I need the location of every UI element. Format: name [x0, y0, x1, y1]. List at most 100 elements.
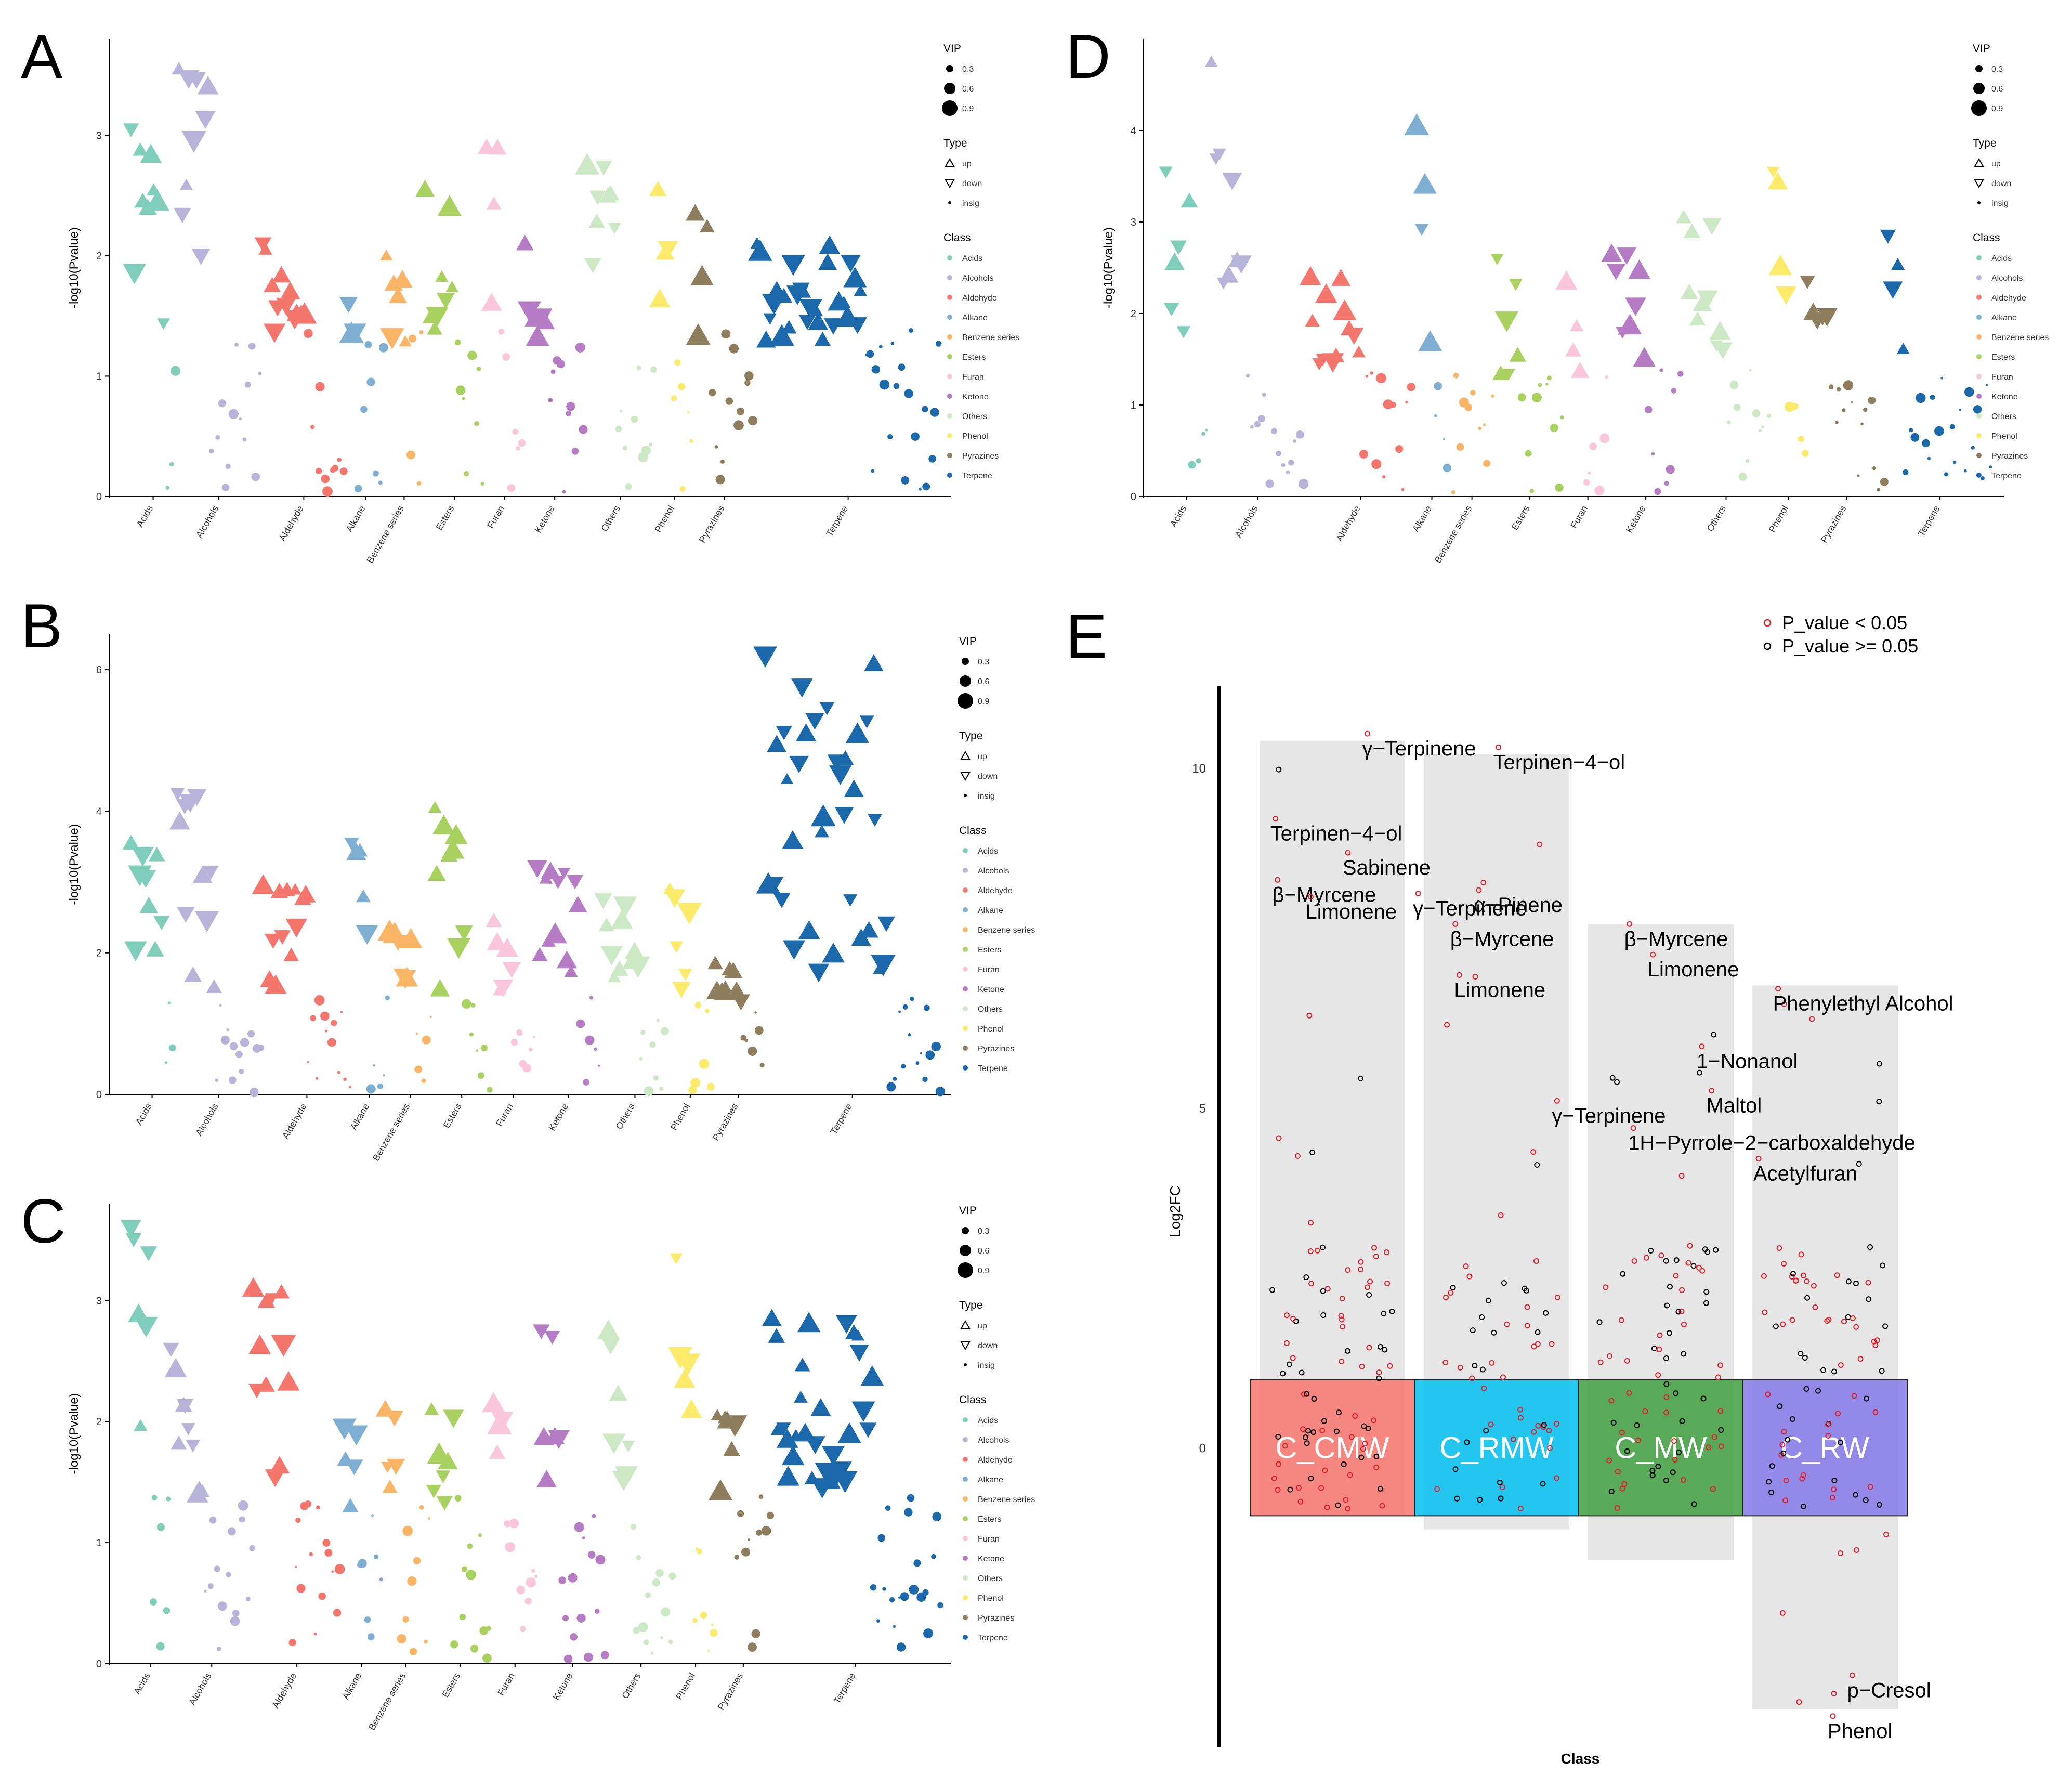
point-sig [1376, 1369, 1382, 1376]
manhattan-plot-a: 0 1 2 3 -log10(Pvalue) Acids Alcohols Aldehyde A… [67, 39, 1019, 565]
x-tick-label: Pyrazines [715, 1671, 745, 1712]
point-sig [1524, 1304, 1530, 1310]
point-insig [1456, 443, 1464, 451]
point-insig [1752, 409, 1761, 417]
point-annotation: γ−Terpinene [1552, 1104, 1666, 1127]
annotated-point [1709, 1088, 1715, 1094]
point-down [675, 1353, 701, 1376]
point-insig [476, 1049, 479, 1052]
point-sig [1715, 1374, 1721, 1380]
point-down [176, 1399, 194, 1414]
point-insig [163, 1607, 171, 1614]
point-sig [1383, 1249, 1389, 1256]
point-down [181, 1423, 195, 1435]
point-down [672, 982, 691, 999]
point-insig [898, 1596, 901, 1599]
x-tick-label: Furan [495, 1671, 517, 1698]
point-up [768, 1328, 785, 1343]
point-insig [595, 1555, 606, 1565]
point-down [1502, 369, 1516, 380]
point-insig [1922, 439, 1930, 448]
annotated-point [1775, 986, 1781, 992]
legend-class-dot [1976, 295, 1982, 300]
point-sig [1282, 1443, 1289, 1449]
point-up [794, 1358, 810, 1372]
point-up [422, 311, 437, 323]
point-insig [364, 1616, 371, 1623]
legend-class-dot [963, 1496, 968, 1502]
point-down [344, 837, 359, 851]
point-down [343, 323, 366, 344]
point-up [1333, 299, 1357, 320]
point-insig [620, 409, 623, 412]
point-up [134, 1419, 148, 1431]
point-insig [225, 463, 231, 469]
y-tick-label: 4 [1131, 125, 1136, 137]
point-sig [1384, 1280, 1391, 1286]
point-up [206, 979, 222, 994]
point-insig [531, 1569, 535, 1573]
point-down [1494, 311, 1519, 332]
legend-class-label: Phenol [978, 1594, 1004, 1603]
point-insig [309, 1552, 313, 1557]
point-insig [562, 1615, 569, 1622]
point-sig [1717, 1362, 1724, 1368]
x-tick-label: Terpene [824, 504, 850, 538]
x-tick-label: Ketone [1624, 504, 1648, 534]
point-insig [304, 1500, 312, 1508]
point-insig [1583, 479, 1590, 486]
point-nonsig [1321, 1418, 1327, 1424]
legend-type-label: down [978, 1341, 998, 1350]
x-tick-label: Aldehyde [277, 504, 306, 543]
point-sig [1366, 1345, 1372, 1351]
point-insig [740, 1035, 746, 1041]
point-down [264, 933, 282, 949]
point-nonsig [1280, 1371, 1286, 1377]
legend-title-class: Class [959, 825, 987, 837]
legend-vip-dot [958, 693, 973, 709]
point-insig [1734, 403, 1741, 411]
point-sig [1655, 1372, 1661, 1378]
point-sig [1681, 1321, 1687, 1327]
point-down [843, 894, 858, 907]
point-up [352, 843, 368, 857]
point-sig [1345, 1506, 1351, 1512]
point-sig [1546, 1428, 1552, 1434]
legend-type-label: up [1991, 160, 2001, 168]
legend-class-dot [963, 967, 968, 972]
point-up [851, 1329, 864, 1341]
point-insig [464, 471, 469, 477]
point-insig [893, 1077, 897, 1081]
legend-class-label: Phenol [978, 1025, 1004, 1034]
point-insig [566, 410, 572, 416]
point-sig [1799, 1476, 1805, 1482]
point-nonsig [1673, 1257, 1680, 1263]
panel-label-b: B [21, 591, 62, 661]
annotated-point [1627, 921, 1633, 927]
point-nonsig [1876, 1502, 1882, 1508]
point-insig [534, 1574, 538, 1578]
point-insig [741, 1547, 751, 1557]
point-insig [910, 996, 914, 1001]
point-insig [215, 1078, 219, 1082]
point-insig [1538, 383, 1542, 387]
point-nonsig [1663, 1381, 1670, 1387]
y-tick-label: 5 [1199, 1102, 1206, 1116]
point-insig [922, 1076, 928, 1082]
point-sig [1835, 1411, 1841, 1417]
point-up [781, 773, 794, 784]
point-insig [653, 1075, 659, 1081]
point-insig [694, 1002, 701, 1009]
point-down [345, 1459, 363, 1476]
point-up [1767, 172, 1788, 190]
point-insig [922, 482, 930, 491]
point-sig [1345, 1267, 1351, 1273]
point-sig [1347, 1472, 1353, 1478]
point-up [1680, 283, 1698, 299]
point-nonsig [1382, 1347, 1388, 1353]
point-insig [310, 425, 315, 429]
point-insig [918, 487, 922, 491]
legend-class-dot [963, 1477, 968, 1482]
legend-type-label: down [962, 179, 982, 188]
point-down [1880, 229, 1896, 244]
